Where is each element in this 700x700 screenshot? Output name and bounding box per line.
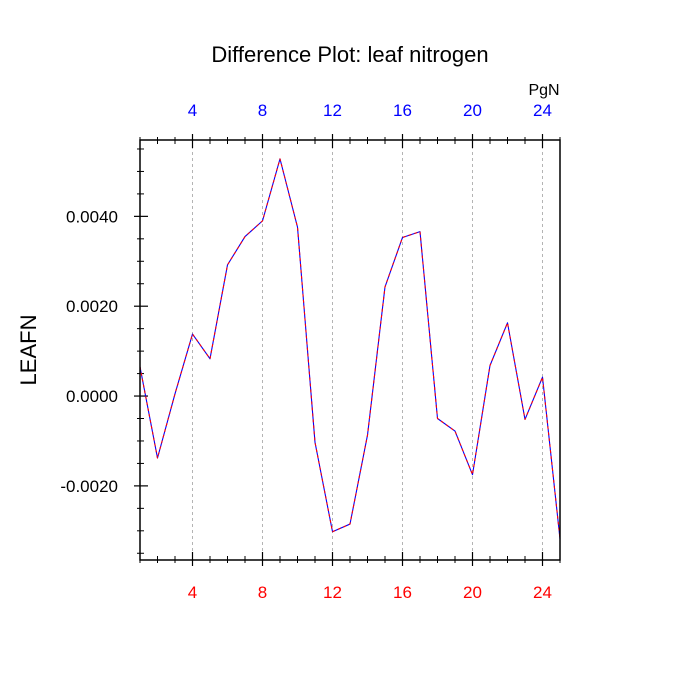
x-tick-label-top: 16 xyxy=(393,101,412,120)
x-tick-label-top: 24 xyxy=(533,101,552,120)
units-label: PgN xyxy=(528,82,559,99)
chart-title: Difference Plot: leaf nitrogen xyxy=(211,42,488,67)
x-tick-label-top: 8 xyxy=(258,101,267,120)
x-tick-label-bottom: 12 xyxy=(323,583,342,602)
y-tick-label: 0.0000 xyxy=(66,387,118,406)
tick-labels: 4 4 8 8 12 12 16 16 20 20 24 24 0.0040 0.0020 0.0000 -0… xyxy=(60,101,552,602)
x-tick-label-bottom: 24 xyxy=(533,583,552,602)
axis-ticks xyxy=(134,134,561,566)
y-tick-label: -0.0020 xyxy=(60,477,118,496)
series-layer xyxy=(139,158,561,539)
y-tick-label: 0.0020 xyxy=(66,297,118,316)
x-tick-label-top: 4 xyxy=(188,101,197,120)
x-tick-label-bottom: 4 xyxy=(188,583,197,602)
x-tick-label-top: 12 xyxy=(323,101,342,120)
x-grid xyxy=(192,140,543,560)
series-line-dashes xyxy=(139,158,561,539)
plot-frame xyxy=(139,139,561,561)
x-tick-label-bottom: 16 xyxy=(393,583,412,602)
y-axis-label: LEAFN xyxy=(16,315,41,386)
x-tick-label-top: 20 xyxy=(463,101,482,120)
x-tick-label-bottom: 8 xyxy=(258,583,267,602)
x-tick-label-bottom: 20 xyxy=(463,583,482,602)
y-tick-label: 0.0040 xyxy=(66,207,118,226)
